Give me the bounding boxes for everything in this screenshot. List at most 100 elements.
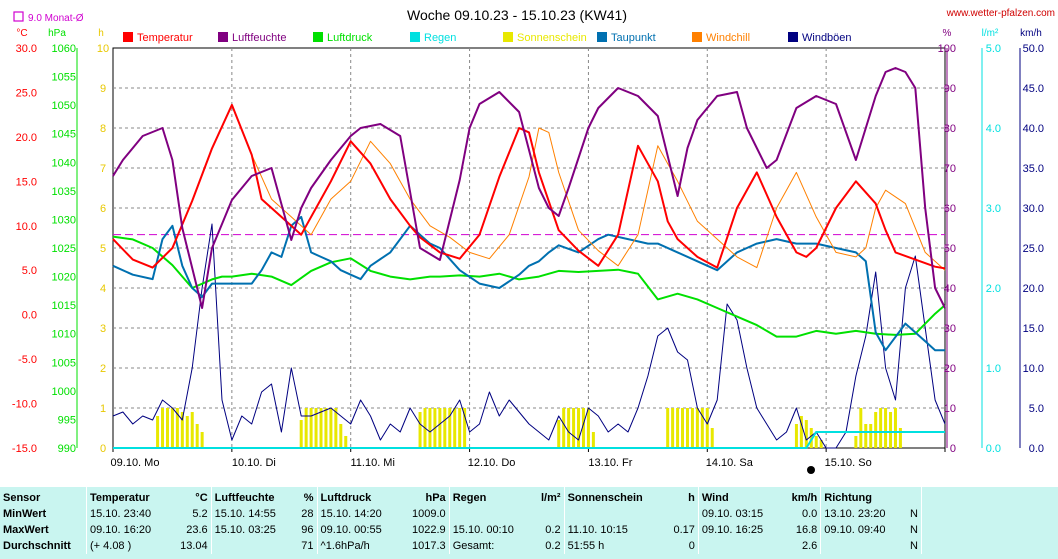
stats-row-label: MinWert bbox=[3, 508, 47, 520]
axis-tick-label: 10.0 bbox=[1023, 363, 1044, 375]
statistics-panel: Sensor Temperatur °C Luftfeuchte % Luftd… bbox=[0, 487, 1058, 559]
x-tick-label: 11.10. Mi bbox=[350, 457, 394, 469]
sunshine-bar bbox=[175, 408, 179, 448]
stats-cell: 0.17 bbox=[673, 524, 695, 536]
stats-cell bbox=[210, 538, 295, 554]
stats-cell: 23.6 bbox=[186, 524, 208, 536]
legend-swatch bbox=[123, 32, 133, 42]
chart-title: Woche 09.10.23 - 15.10.23 (KW41) bbox=[407, 7, 627, 23]
axis-tick-label: 35.0 bbox=[1023, 163, 1044, 175]
sunshine-bar bbox=[448, 408, 452, 448]
sunshine-bar bbox=[309, 408, 313, 448]
axis-tick-label: 8 bbox=[100, 123, 106, 135]
axis-tick-label: 1045 bbox=[52, 129, 76, 141]
axis-tick-label: 1055 bbox=[52, 72, 76, 84]
stats-row-max: MaxWert 09.10. 16:20 23.6 15.10. 03:25 9… bbox=[0, 522, 1058, 538]
sunshine-bar bbox=[581, 408, 585, 448]
series-line-luftfeuchte bbox=[112, 67, 946, 309]
axis-tick-label: -15.0 bbox=[12, 443, 37, 455]
axis-tick-label: 30.0 bbox=[1023, 203, 1044, 215]
sunshine-bar bbox=[893, 408, 897, 448]
sunshine-bar bbox=[705, 408, 709, 448]
legend-label: Windchill bbox=[706, 32, 750, 44]
axis-tick-label: 20.0 bbox=[16, 132, 37, 144]
axis-tick-label: 25.0 bbox=[16, 87, 37, 99]
stats-header-direction: Richtung bbox=[820, 487, 904, 506]
stats-header-wind-unit: km/h bbox=[791, 492, 818, 504]
stats-cell bbox=[532, 506, 564, 522]
sunshine-bar bbox=[458, 408, 462, 448]
stats-header-wind: Wind bbox=[697, 487, 782, 506]
stats-header-row: Sensor Temperatur °C Luftfeuchte % Luftd… bbox=[0, 487, 1058, 506]
data-lines bbox=[112, 67, 946, 449]
stats-cell: N bbox=[910, 508, 918, 520]
sunshine-bar bbox=[428, 408, 432, 448]
sunshine-bar bbox=[567, 408, 571, 448]
legend-label: Windböen bbox=[802, 32, 852, 44]
stats-cell: 09.10. 00:55 bbox=[316, 522, 400, 538]
axis-tick-label: 0 bbox=[100, 443, 106, 455]
stats-cell: 0 bbox=[688, 540, 695, 552]
axis-tick-label: 15.0 bbox=[1023, 323, 1044, 335]
stats-header-sunshine-unit: h bbox=[688, 492, 695, 504]
axis-tick-label: 70 bbox=[944, 163, 956, 175]
axis-unit-label: l/m² bbox=[982, 28, 999, 39]
stats-cell: 16.8 bbox=[795, 524, 818, 536]
sunshine-bar bbox=[814, 436, 818, 448]
legend-swatch bbox=[313, 32, 323, 42]
axis-tick-label: 3 bbox=[100, 323, 106, 335]
monthly-avg-icon bbox=[13, 11, 24, 22]
stats-cell bbox=[563, 506, 665, 522]
legend-label: Taupunkt bbox=[611, 32, 656, 44]
legend-label: Regen bbox=[424, 32, 456, 44]
stats-header-humidity-unit: % bbox=[303, 492, 314, 504]
stats-row-min: MinWert 15.10. 23:40 5.2 15.10. 14:55 28… bbox=[0, 506, 1058, 522]
series-line-taupunkt bbox=[112, 215, 945, 352]
axis-tick-label: 1.0 bbox=[986, 363, 1001, 375]
axis-tick-label: 4.0 bbox=[986, 123, 1001, 135]
axis-tick-label: 80 bbox=[944, 123, 956, 135]
axis-tick-label: 4 bbox=[100, 283, 106, 295]
sunshine-bar bbox=[200, 432, 204, 448]
axis-tick-label: 10 bbox=[944, 403, 956, 415]
sunshine-bar bbox=[195, 424, 199, 448]
axis-tick-label: 20.0 bbox=[1023, 283, 1044, 295]
sunshine-bar bbox=[685, 408, 689, 448]
stats-row-label: Durchschnitt bbox=[3, 540, 71, 552]
sunshine-bar bbox=[572, 408, 576, 448]
sunshine-bar bbox=[185, 416, 189, 448]
stats-header-sunshine: Sonnenschein bbox=[563, 487, 665, 506]
stats-cell: 1022.9 bbox=[412, 524, 446, 536]
sunshine-bar bbox=[710, 428, 714, 448]
axis-tick-label: 5.0 bbox=[1029, 403, 1044, 415]
series-line-regen bbox=[113, 431, 945, 449]
axes: 09.10. Mo 10.10. Di 11.10. Mi 12.10. Do 13.1… bbox=[12, 28, 1044, 474]
sunshine-bar bbox=[695, 408, 699, 448]
axis-tick-label: 1000 bbox=[52, 386, 76, 398]
stats-cell: 15.10. 03:25 bbox=[210, 522, 295, 538]
sunshine-bar bbox=[557, 420, 561, 448]
x-tick-label: 10.10. Di bbox=[232, 457, 276, 469]
x-tick-label: 14.10. Sa bbox=[706, 457, 754, 469]
sunshine-bar bbox=[889, 412, 893, 448]
stats-cell: 15.10. 14:55 bbox=[210, 506, 295, 522]
sunshine-bar bbox=[443, 408, 447, 448]
sunshine-bar bbox=[666, 408, 670, 448]
sunshine-bar bbox=[884, 408, 888, 448]
axis-tick-label: 2.0 bbox=[986, 283, 1001, 295]
axis-unit-label: km/h bbox=[1020, 28, 1042, 39]
axis-tick-label: 40.0 bbox=[1023, 123, 1044, 135]
axis-tick-label: 0.0 bbox=[22, 310, 37, 322]
stats-cell: 0.0 bbox=[801, 508, 818, 520]
stats-cell: 96 bbox=[301, 524, 314, 536]
stats-header-temperature-unit: °C bbox=[195, 492, 208, 504]
axis-tick-label: 1 bbox=[100, 403, 106, 415]
stats-cell: N bbox=[910, 540, 918, 552]
stats-cell: 71 bbox=[301, 540, 314, 552]
time-marker-icon bbox=[807, 466, 815, 474]
sunshine-bar bbox=[577, 408, 581, 448]
stats-cell: Gesamt: bbox=[448, 538, 533, 554]
axis-unit-label: °C bbox=[16, 28, 27, 39]
x-tick-label: 13.10. Fr bbox=[588, 457, 632, 469]
axis-tick-label: -10.0 bbox=[12, 399, 37, 411]
